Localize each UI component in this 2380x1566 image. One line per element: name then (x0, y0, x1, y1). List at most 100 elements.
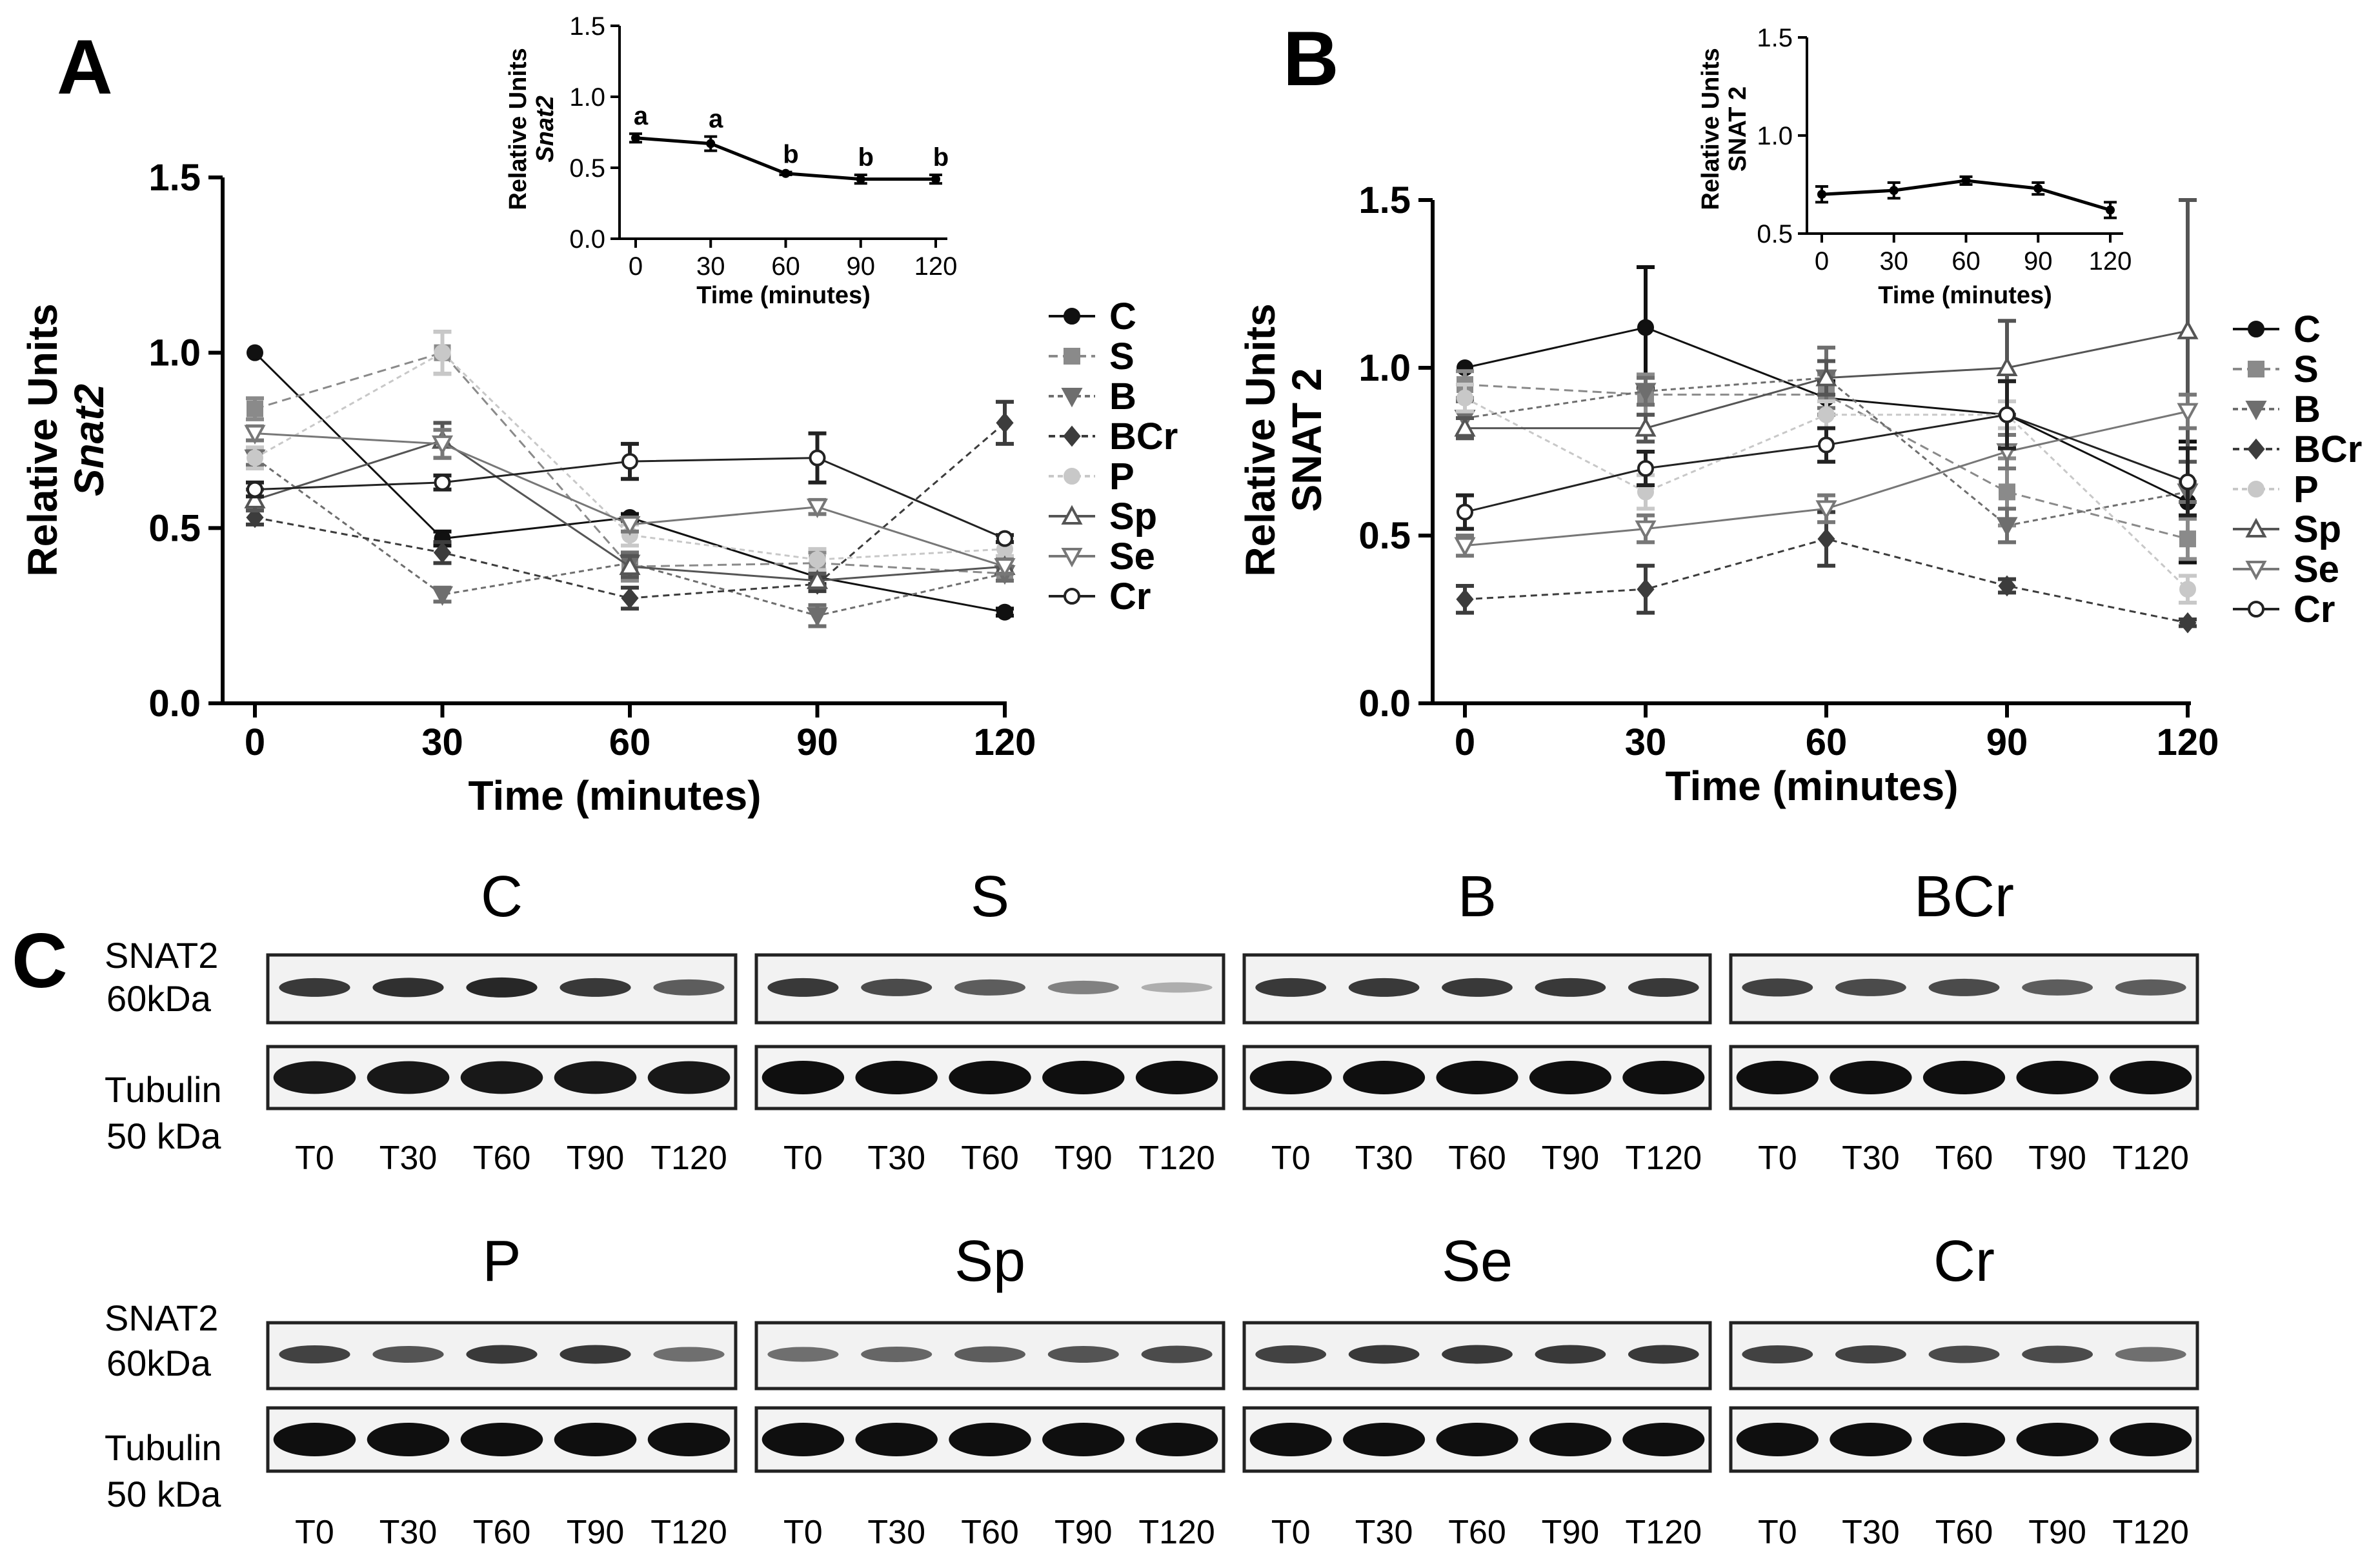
data-point-c (996, 603, 1013, 621)
tubulin-band (761, 1061, 845, 1094)
time-point-label: T60 (961, 1139, 1019, 1177)
x-tick-label: 0 (245, 721, 265, 763)
data-point-se (1454, 537, 1476, 557)
inset-x-axis-title: Time (minutes) (696, 282, 871, 309)
tubulin-kda-label: 50 kDa (106, 1116, 221, 1156)
snat2-band (767, 978, 839, 997)
legend-marker-cr (1064, 588, 1080, 605)
y-axis-title-line1: Relative Units (1237, 303, 1284, 576)
time-point-label: T0 (1758, 1139, 1797, 1177)
data-point-se (994, 558, 1016, 578)
snat2-band (954, 979, 1026, 996)
tubulin-band (1830, 1423, 1912, 1456)
tubulin-band (367, 1423, 450, 1456)
data-point-bcr (2179, 612, 2197, 634)
inset-x-axis-title: Time (minutes) (1878, 282, 2052, 309)
data-point-cr (434, 474, 451, 491)
significance-letter: b (783, 141, 798, 169)
time-point-label: T90 (567, 1139, 625, 1177)
time-point-label: T0 (1271, 1139, 1311, 1177)
time-point-label: T30 (1355, 1139, 1413, 1177)
snat2-label: SNAT2 (105, 1298, 218, 1338)
time-point-label: T60 (1935, 1514, 1993, 1551)
tubulin-band (1343, 1061, 1426, 1094)
time-point-label: T60 (473, 1139, 531, 1177)
data-point-p (809, 551, 826, 568)
blot-group-b: B T0 T30 T60 T90 T120 (1242, 865, 1712, 1177)
inset-x-tick-label: 30 (1880, 247, 1909, 276)
data-point-c (1637, 319, 1654, 336)
tubulin-band (2016, 1061, 2099, 1094)
legend-marker-b (1061, 388, 1083, 408)
data-point-p (1818, 406, 1835, 423)
data-point-bcr (1817, 528, 1835, 550)
data-point-se (1815, 500, 1837, 520)
blot-group-title: Se (1442, 1229, 1513, 1294)
x-tick-label: 60 (1806, 721, 1848, 763)
inset-y-tick-label: 1.5 (1757, 24, 1793, 52)
legend-marker-cr (2248, 601, 2264, 617)
data-point-sp (1996, 356, 2018, 376)
inset-data-point (931, 174, 940, 184)
blot-group-title: Cr (1933, 1229, 1995, 1294)
snat2-band (861, 1346, 933, 1362)
data-point-p (247, 449, 263, 467)
data-point-bcr (1998, 575, 2016, 597)
data-point-sp (619, 555, 641, 576)
y-tick-label: 1.5 (148, 157, 201, 199)
x-tick-label: 120 (2157, 721, 2219, 763)
tubulin-band (647, 1423, 731, 1456)
inset-y-title-line2: SNAT 2 (1724, 86, 1751, 172)
inset-y-tick-label: 1.5 (569, 12, 605, 41)
snat2-band (1141, 1345, 1213, 1363)
snat2-band (279, 1345, 350, 1363)
inset-x-tick-label: 0 (629, 252, 643, 281)
snat2-band (1348, 978, 1420, 997)
tubulin-band (1736, 1423, 1819, 1456)
time-point-label: T120 (650, 1139, 727, 1177)
tubulin-band (1922, 1061, 2006, 1094)
tubulin-band (1830, 1061, 1912, 1094)
snat2-band (2022, 979, 2093, 996)
legend-label-p: P (1109, 456, 1135, 497)
data-point-b (1635, 383, 1657, 403)
inset-x-tick-label: 90 (847, 252, 876, 281)
time-point-label: T60 (1935, 1139, 1993, 1177)
time-point-label: T0 (295, 1139, 334, 1177)
time-point-label: T120 (1138, 1514, 1215, 1551)
time-point-label: T30 (867, 1514, 925, 1551)
y-axis-title-line2: SNAT 2 (1284, 368, 1330, 512)
data-point-se (431, 435, 454, 456)
legend-marker-p (1064, 468, 1080, 485)
y-axis-title: Relative UnitsSNAT 2 (1237, 303, 1330, 576)
time-point-label: T60 (1448, 1514, 1506, 1551)
x-tick-label: 30 (1625, 721, 1667, 763)
x-axis-title: Time (minutes) (469, 772, 761, 819)
data-point-s (2179, 530, 2196, 548)
legend-label-s: S (2294, 348, 2319, 390)
data-point-cr (247, 481, 263, 498)
inset-data-point (1889, 186, 1899, 196)
time-point-label: T90 (1054, 1514, 1113, 1551)
tubulin-band (1249, 1061, 1332, 1094)
data-point-sp (1635, 417, 1657, 437)
snat2-band (1928, 1345, 2000, 1363)
tubulin-band (367, 1061, 450, 1094)
data-point-sp (2177, 319, 2199, 339)
time-point-label: T120 (1138, 1139, 1215, 1177)
time-point-label: T30 (379, 1514, 438, 1551)
snat2-band (1535, 1345, 1606, 1364)
snat2-band (1742, 1345, 1813, 1363)
tubulin-band (855, 1061, 938, 1094)
snat2-band (653, 1347, 725, 1362)
snat2-band (2115, 1347, 2186, 1362)
time-point-label: T120 (2112, 1514, 2189, 1551)
blot-group-title: C (481, 865, 523, 929)
blot-group-title: B (1458, 865, 1497, 929)
time-point-label: T90 (567, 1514, 625, 1551)
time-point-label: T90 (1054, 1139, 1113, 1177)
data-point-cr (1637, 460, 1654, 477)
blot-group-title: BCr (1914, 865, 2014, 929)
time-point-label: T0 (1758, 1514, 1797, 1551)
